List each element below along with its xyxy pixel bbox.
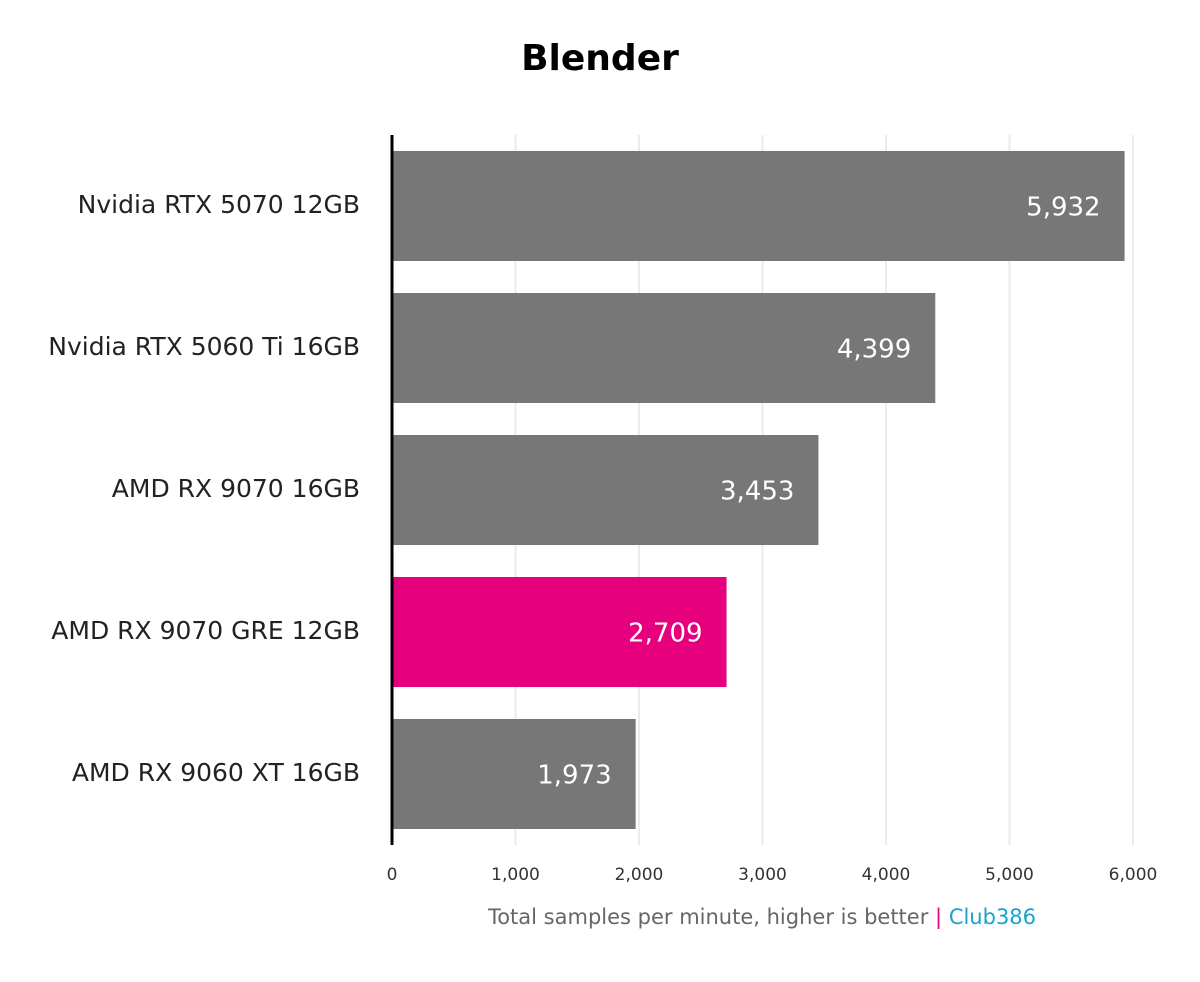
x-axis-label-part: |: [935, 905, 942, 930]
y-tick-label: Nvidia RTX 5060 Ti 16GB: [48, 332, 360, 361]
x-tick-label: 2,000: [615, 865, 664, 885]
x-tick-label: 3,000: [738, 865, 787, 885]
x-axis-label-part: Total samples per minute, higher is bett…: [487, 905, 929, 929]
x-axis-label: Total samples per minute, higher is bett…: [487, 905, 1036, 930]
bar: [392, 293, 936, 403]
y-tick-label: AMD RX 9070 GRE 12GB: [51, 616, 360, 645]
x-tick-label: 5,000: [985, 865, 1034, 885]
value-label: 4,399: [837, 335, 911, 365]
x-tick-label: 6,000: [1109, 865, 1158, 885]
x-axis-label-part: Club386: [949, 905, 1036, 929]
bar: [392, 719, 636, 829]
value-label: 5,932: [1026, 193, 1100, 223]
x-tick-label: 0: [387, 865, 398, 885]
chart-title: Blender: [521, 38, 679, 79]
y-tick-label: AMD RX 9070 16GB: [112, 474, 360, 503]
value-label: 3,453: [720, 477, 794, 507]
x-tick-label: 4,000: [862, 865, 911, 885]
y-tick-label: Nvidia RTX 5070 12GB: [78, 190, 360, 219]
bar: [392, 577, 727, 687]
x-tick-label: 1,000: [491, 865, 540, 885]
bar: [392, 151, 1125, 261]
y-tick-label: AMD RX 9060 XT 16GB: [72, 758, 360, 787]
value-label: 1,973: [537, 761, 611, 791]
value-label: 2,709: [628, 619, 702, 649]
bar: [392, 435, 819, 545]
